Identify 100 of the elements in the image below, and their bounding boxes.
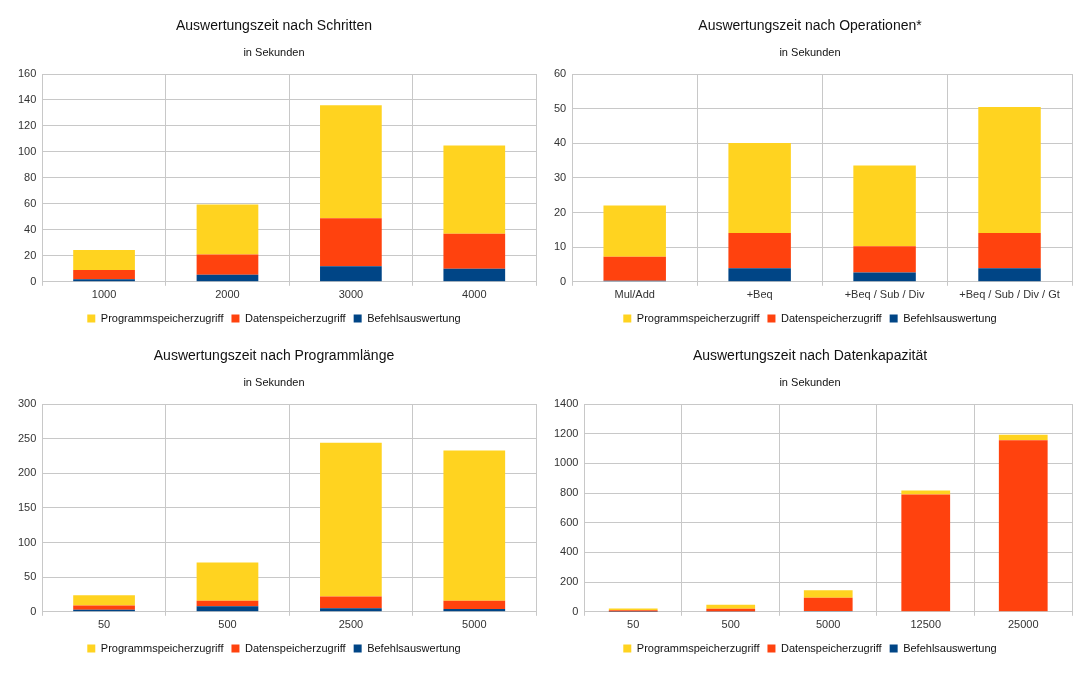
y-tick-label: 1400 — [553, 397, 579, 410]
chart-subtitle: in Sekunden — [779, 46, 841, 59]
bar — [803, 590, 853, 598]
y-tick-label: 200 — [560, 575, 579, 588]
bar — [443, 233, 506, 269]
bar — [443, 268, 506, 282]
y-tick-label: 0 — [30, 274, 37, 287]
bar — [978, 106, 1041, 233]
bar — [320, 266, 382, 282]
legend-label: Befehlsauswertung — [903, 641, 997, 654]
x-tick-label: 4000 — [462, 288, 487, 301]
y-tick-label: 100 — [17, 535, 37, 548]
y-tick-label: 0 — [560, 274, 567, 287]
x-tick-label: 5000 — [815, 618, 841, 631]
y-tick-label: 50 — [553, 101, 567, 114]
y-tick-label: 400 — [560, 545, 579, 558]
bar — [443, 600, 506, 610]
bar — [73, 605, 135, 610]
y-tick-label: 1000 — [553, 456, 579, 469]
x-tick-label: 50 — [627, 618, 640, 631]
x-tick-label: +Beq / Sub / Div — [844, 288, 925, 301]
y-tick-label: 10 — [553, 240, 567, 253]
y-tick-label: 20 — [553, 205, 567, 218]
y-tick-label: 40 — [24, 222, 37, 235]
x-tick-label: 2000 — [215, 288, 240, 301]
x-tick-label: 2500 — [338, 618, 364, 631]
chart-title: Auswertungszeit nach Schritten — [175, 17, 373, 34]
y-tick-label: 160 — [17, 67, 37, 80]
x-tick-label: 50 — [97, 618, 111, 631]
bar — [320, 105, 382, 219]
bar — [73, 595, 135, 606]
bar — [196, 606, 259, 612]
y-tick-label: 800 — [560, 486, 579, 499]
bar — [706, 604, 756, 609]
y-tick-label: 0 — [572, 604, 579, 617]
x-tick-label: 25000 — [1007, 618, 1039, 631]
legend-label: Programmspeicherzugriff — [636, 641, 761, 654]
bar — [998, 440, 1048, 612]
y-tick-label: 20 — [24, 248, 37, 261]
y-tick-label: 30 — [553, 170, 567, 183]
y-tick-label: 50 — [24, 570, 37, 583]
x-tick-label: Mul/Add — [614, 288, 655, 301]
x-tick-label: 12500 — [910, 618, 942, 631]
legend-label: Datenspeicherzugriff — [244, 311, 347, 324]
bar — [320, 608, 382, 612]
bar — [73, 270, 135, 280]
bar — [196, 254, 259, 275]
y-tick-label: 120 — [17, 118, 37, 131]
bar — [320, 218, 382, 267]
legend-label: Datenspeicherzugriff — [780, 641, 883, 654]
bar — [728, 142, 791, 233]
y-tick-label: 0 — [30, 604, 37, 617]
bar — [978, 232, 1041, 269]
bar — [853, 165, 916, 247]
x-tick-label: 5000 — [462, 618, 487, 631]
bar — [728, 268, 791, 282]
bar — [196, 562, 259, 601]
chart-title: Auswertungszeit nach Programmlänge — [153, 347, 395, 364]
x-tick-label: 3000 — [338, 288, 364, 301]
x-tick-label: +Beq / Sub / Div / Gt — [959, 288, 1060, 301]
legend-label: Programmspeicherzugriff — [100, 641, 225, 654]
y-tick-label: 80 — [24, 170, 37, 183]
bar — [978, 268, 1041, 282]
chart-title: Auswertungszeit nach Operationen* — [698, 17, 923, 34]
legend-label: Programmspeicherzugriff — [100, 311, 225, 324]
y-tick-label: 140 — [17, 93, 37, 106]
x-tick-label: +Beq — [746, 288, 773, 301]
bar — [196, 204, 259, 255]
bar — [320, 442, 382, 597]
y-tick-label: 200 — [17, 466, 37, 479]
y-tick-label: 1200 — [553, 426, 579, 439]
chart-subtitle: in Sekunden — [243, 46, 305, 59]
y-tick-label: 250 — [17, 431, 37, 444]
bar — [603, 205, 666, 257]
legend-label: Befehlsauswertung — [367, 641, 461, 654]
chart-subtitle: in Sekunden — [779, 376, 841, 389]
bar — [728, 232, 791, 269]
bar — [603, 256, 666, 281]
bar — [901, 490, 951, 495]
y-tick-label: 600 — [560, 515, 579, 528]
chart-title: Auswertungszeit nach Datenkapazität — [692, 347, 928, 364]
bar — [73, 249, 135, 271]
x-tick-label: 1000 — [91, 288, 117, 301]
bar — [443, 450, 506, 601]
legend-label: Programmspeicherzugriff — [636, 311, 761, 324]
y-tick-label: 60 — [553, 67, 567, 80]
y-tick-label: 300 — [17, 397, 37, 410]
bar — [73, 279, 135, 282]
y-tick-label: 100 — [17, 144, 37, 157]
chart-subtitle: in Sekunden — [243, 376, 305, 389]
y-tick-label: 40 — [553, 136, 567, 149]
legend-label: Datenspeicherzugriff — [780, 311, 883, 324]
y-tick-label: 60 — [24, 196, 37, 209]
bar — [853, 246, 916, 273]
y-tick-label: 150 — [17, 500, 37, 513]
bar — [853, 272, 916, 282]
legend-label: Datenspeicherzugriff — [244, 641, 347, 654]
bar — [901, 494, 951, 612]
bar — [998, 434, 1048, 441]
legend-label: Befehlsauswertung — [903, 311, 997, 324]
